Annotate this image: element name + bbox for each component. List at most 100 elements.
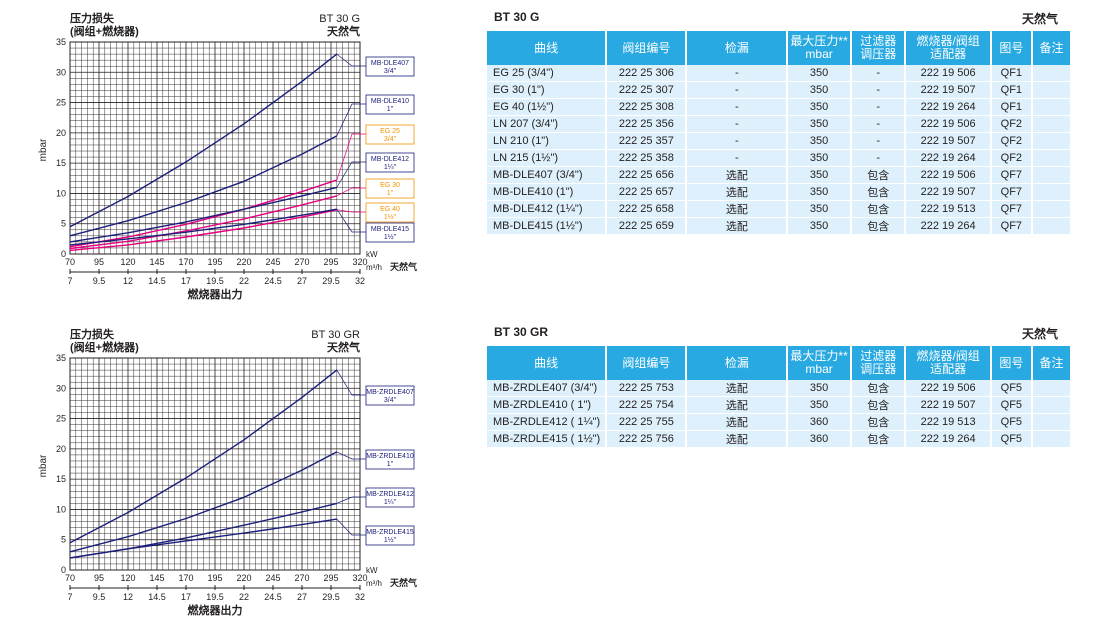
table-cell <box>1032 414 1070 431</box>
x-tick-label-m3h: 32 <box>355 592 365 602</box>
x-tick-label-m3h: 17 <box>181 276 191 286</box>
pressure-loss-chart-bt30gr: 压力损失 (阀组+燃烧器) BT 30 GR 天然气 0 5 10 15 20 25 30 35 mba… <box>0 316 440 629</box>
label-connector <box>336 518 366 536</box>
column-header: 最大压力** mbar <box>788 31 852 65</box>
table-cell: MB-ZRDLE407 (3/4") <box>487 380 608 397</box>
column-header: 备注 <box>1032 31 1070 65</box>
x-axis-label: 燃烧器出力 <box>187 603 243 617</box>
table-cell: QF7 <box>991 201 1033 218</box>
label-connector <box>336 187 366 197</box>
table-cell: QF5 <box>991 431 1033 448</box>
chart-title: 压力损失 <box>70 11 115 25</box>
table-cell: 选配 <box>687 201 789 218</box>
series-label-name: MB-DLE407 <box>371 60 409 67</box>
table-cell: 选配 <box>687 218 789 235</box>
x-tick-label-kw: 195 <box>207 573 222 583</box>
table-cell: MB-ZRDLE412 ( 1¼") <box>487 414 608 431</box>
x-gas-label: 天然气 <box>390 577 417 588</box>
table-cell: 222 19 507 <box>906 133 992 150</box>
series-line <box>69 208 337 246</box>
table-cell: 222 19 513 <box>906 201 992 218</box>
x-tick-label-kw: 170 <box>178 573 193 583</box>
series-label-name: MB-DLE412 <box>371 156 409 163</box>
table-cell: 350 <box>788 116 852 133</box>
table-row: LN 215 (1½") 222 25 358-350-222 19 264 QF2 <box>487 150 1070 167</box>
table-cell: 222 19 264 <box>906 99 992 116</box>
table-row: EG 30 (1") 222 25 307-350-222 19 507 QF1 <box>487 82 1070 99</box>
x-tick-label-m3h: 24.5 <box>264 592 282 602</box>
table-cell: - <box>687 82 789 99</box>
table-row: MB-DLE410 (1") 222 25 657 选配 350 包含 222 19 50… <box>487 184 1070 201</box>
series-label-name: EG 30 <box>380 182 400 189</box>
y-tick-label: 35 <box>56 353 66 363</box>
column-header: 曲线 <box>487 31 608 65</box>
column-header: 过滤器 调压器 <box>851 31 907 65</box>
table-cell: 222 19 506 <box>906 380 992 397</box>
series-label-box <box>365 525 415 546</box>
table-row: LN 207 (3/4") 222 25 356-350-222 19 506 QF… <box>487 116 1070 133</box>
series-label-size: 1½" <box>384 536 397 544</box>
series-label-size: 1½" <box>384 213 397 221</box>
chart-svg: 压力损失(阀组+燃烧器)BT 30 G天然气05101520253035mbar… <box>38 11 417 301</box>
x-tick-label-m3h: 17 <box>181 592 191 602</box>
series-line <box>69 518 337 559</box>
table-cell <box>1032 167 1070 184</box>
table-cell: 350 <box>788 218 852 235</box>
series-line <box>69 135 338 237</box>
chart-model: BT 30 G <box>319 13 360 25</box>
y-tick-label: 15 <box>56 474 66 484</box>
table-cell: 222 19 264 <box>906 150 992 167</box>
series-label-box <box>365 385 415 406</box>
x-tick-label-kw: 245 <box>265 257 280 267</box>
chart-gas: 天然气 <box>327 24 360 38</box>
table-cell <box>1032 184 1070 201</box>
column-header: 曲线 <box>487 346 608 380</box>
table-cell: 350 <box>788 133 852 150</box>
table-row: EG 40 (1½") 222 25 308-350-222 19 264 QF1 <box>487 99 1070 116</box>
table-cell: 包含 <box>851 167 907 184</box>
y-tick-label: 0 <box>61 565 66 575</box>
table-cell: 222 19 507 <box>906 397 992 414</box>
table-cell: 222 19 506 <box>906 116 992 133</box>
series-line <box>69 179 338 248</box>
x-tick-label-m3h: 27 <box>297 276 307 286</box>
y-axis-label: mbar <box>38 454 49 477</box>
x-tick-label-m3h: 19.5 <box>206 592 224 602</box>
x-unit-m3h: m³/h <box>366 579 382 588</box>
table-row: MB-ZRDLE410 ( 1") 222 25 754 选配 350 包含 222 19… <box>487 397 1070 414</box>
chart-subtitle: (阀组+燃烧器) <box>70 24 139 38</box>
series-label-size: 1¼" <box>384 164 397 171</box>
table-cell: EG 30 (1") <box>487 82 608 99</box>
table-cell: QF1 <box>991 82 1033 99</box>
x-unit-kw: kW <box>366 250 378 259</box>
table-cell: 350 <box>788 397 852 414</box>
chart-gas: 天然气 <box>327 340 360 354</box>
table-cell <box>1032 133 1070 150</box>
table-cell: - <box>687 99 789 116</box>
label-connector <box>336 161 366 188</box>
table-cell: 222 25 358 <box>607 150 688 167</box>
x-tick-label-m3h: 14.5 <box>148 592 166 602</box>
table-cell <box>1032 116 1070 133</box>
table-row: MB-DLE415 (1½") 222 25 659 选配 350 包含 222 19 2… <box>487 218 1070 235</box>
table-row: MB-ZRDLE412 ( 1¼") 222 25 755 选配 360 包含 222 1… <box>487 414 1070 431</box>
x-tick-label-kw: 70 <box>65 573 75 583</box>
table-cell: QF2 <box>991 133 1033 150</box>
table-cell: 360 <box>788 431 852 448</box>
table-row: MB-ZRDLE407 (3/4") 222 25 753 选配 350 包含 222 1… <box>487 380 1070 397</box>
table-cell: QF2 <box>991 150 1033 167</box>
data-table: 曲线 阀组编号 检漏 最大压力** mbar 过滤器 调压器 燃烧器/阀组 适配器 图号 备注 MB… <box>487 346 1070 448</box>
series-label-box <box>365 202 415 223</box>
x-unit-m3h: m³/h <box>366 263 382 272</box>
x-tick-label-kw: 245 <box>265 573 280 583</box>
table-cell: 222 25 656 <box>607 167 688 184</box>
table-cell <box>1032 397 1070 414</box>
plot-frame <box>69 41 361 255</box>
column-header: 过滤器 调压器 <box>851 346 907 380</box>
column-header: 检漏 <box>687 31 789 65</box>
table-model-title: BT 30 G <box>494 10 540 24</box>
table-cell: 222 19 507 <box>906 184 992 201</box>
series-line <box>69 53 338 228</box>
table-cell: 350 <box>788 150 852 167</box>
x-tick-label-kw: 270 <box>294 573 309 583</box>
